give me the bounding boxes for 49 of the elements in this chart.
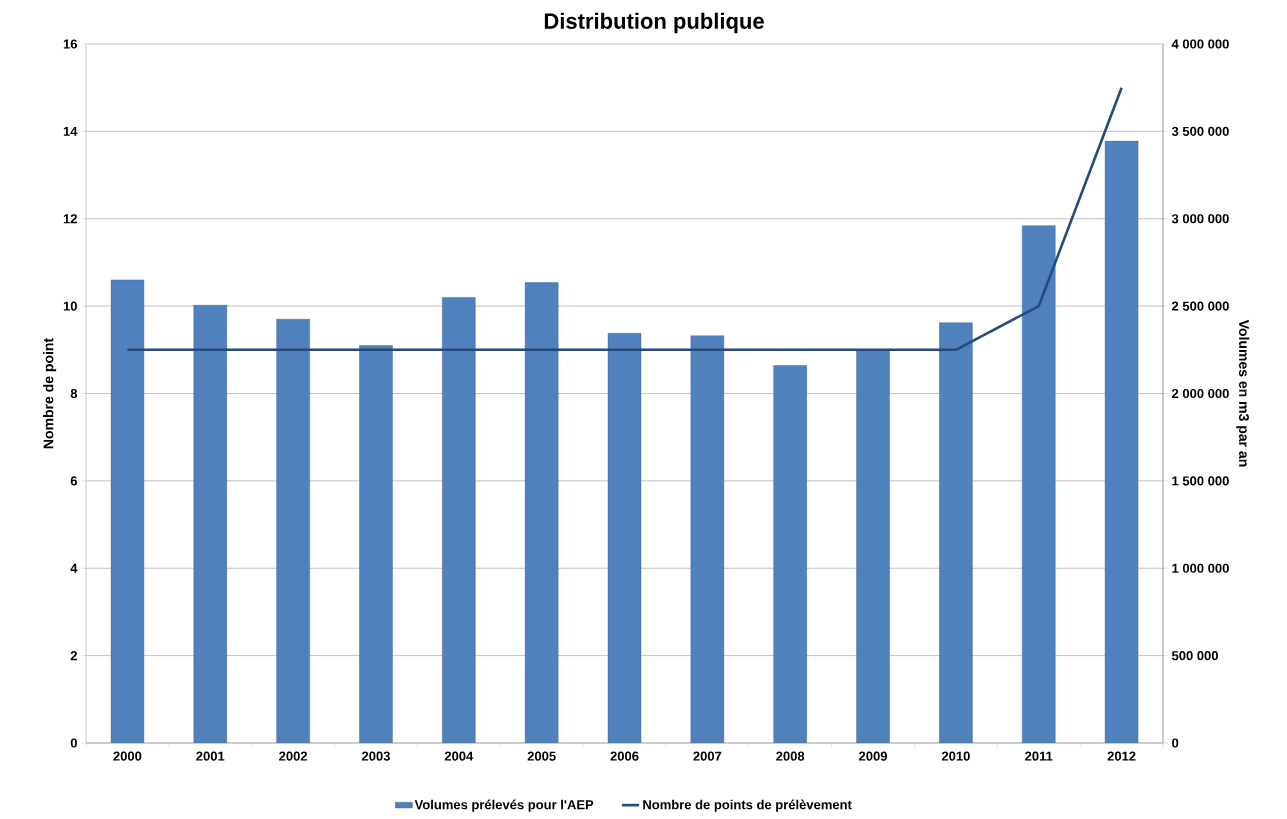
bar	[607, 333, 642, 743]
x-tick-label: 2006	[610, 751, 639, 761]
y-tick-label: 16	[63, 39, 77, 49]
y-tick-label: 0	[70, 738, 77, 748]
x-tick-label: 2011	[1025, 751, 1053, 761]
legend-label: Nombre de points de prélèvement	[643, 799, 852, 812]
y-axis-title: Nombre de point	[43, 338, 57, 449]
x-tick-label: 2001	[196, 751, 225, 761]
y-tick-label: 10	[63, 301, 77, 311]
y2-tick-label: 2 000 000	[1172, 388, 1229, 399]
x-tick-label: 2008	[776, 751, 805, 761]
x-tick-label: 2007	[693, 751, 722, 761]
bar	[110, 279, 145, 743]
bar	[690, 335, 725, 743]
x-tick-label: 2005	[527, 751, 556, 761]
y-tick-label: 4	[70, 563, 78, 573]
bar	[442, 297, 476, 743]
y2-tick-label: 3 500 000	[1171, 126, 1229, 136]
bar	[1104, 140, 1139, 743]
y-tick-label: 8	[70, 388, 78, 399]
bar	[773, 365, 807, 743]
x-tick-label: 2003	[361, 751, 390, 761]
x-tick-label: 2000	[113, 751, 142, 761]
x-tick-label: 2002	[279, 751, 308, 761]
y-tick-label: 14	[63, 126, 78, 136]
y-tick-label: 2	[70, 651, 77, 661]
bar	[359, 345, 393, 743]
bar	[276, 319, 310, 743]
y2-axis-title: Volumes en m3 par an	[1236, 319, 1250, 467]
x-tick-label: 2004	[444, 751, 474, 761]
x-tick-label: 2010	[941, 751, 970, 761]
bar	[1022, 225, 1056, 743]
y2-tick-label: 3 000 000	[1171, 214, 1229, 224]
y-tick-label: 6	[70, 476, 77, 486]
y2-tick-label: 2 500 000	[1172, 301, 1229, 311]
y2-tick-label: 1 500 000	[1172, 476, 1229, 486]
y2-tick-label: 4 000 000	[1171, 39, 1229, 49]
y2-tick-label: 500 000	[1171, 651, 1218, 661]
y-tick-label: 12	[63, 214, 77, 224]
x-tick-label: 2012	[1107, 751, 1136, 761]
bar	[193, 305, 227, 743]
bar	[939, 322, 973, 743]
legend-label: Volumes prélevés pour l'AEP	[414, 799, 594, 812]
x-tick-label: 2009	[859, 751, 888, 761]
chart-title: Distribution publique	[544, 12, 764, 34]
y2-tick-label: 0	[1172, 738, 1179, 748]
bar	[856, 349, 890, 743]
y2-tick-label: 1 000 000	[1172, 563, 1229, 573]
bar	[524, 282, 559, 743]
